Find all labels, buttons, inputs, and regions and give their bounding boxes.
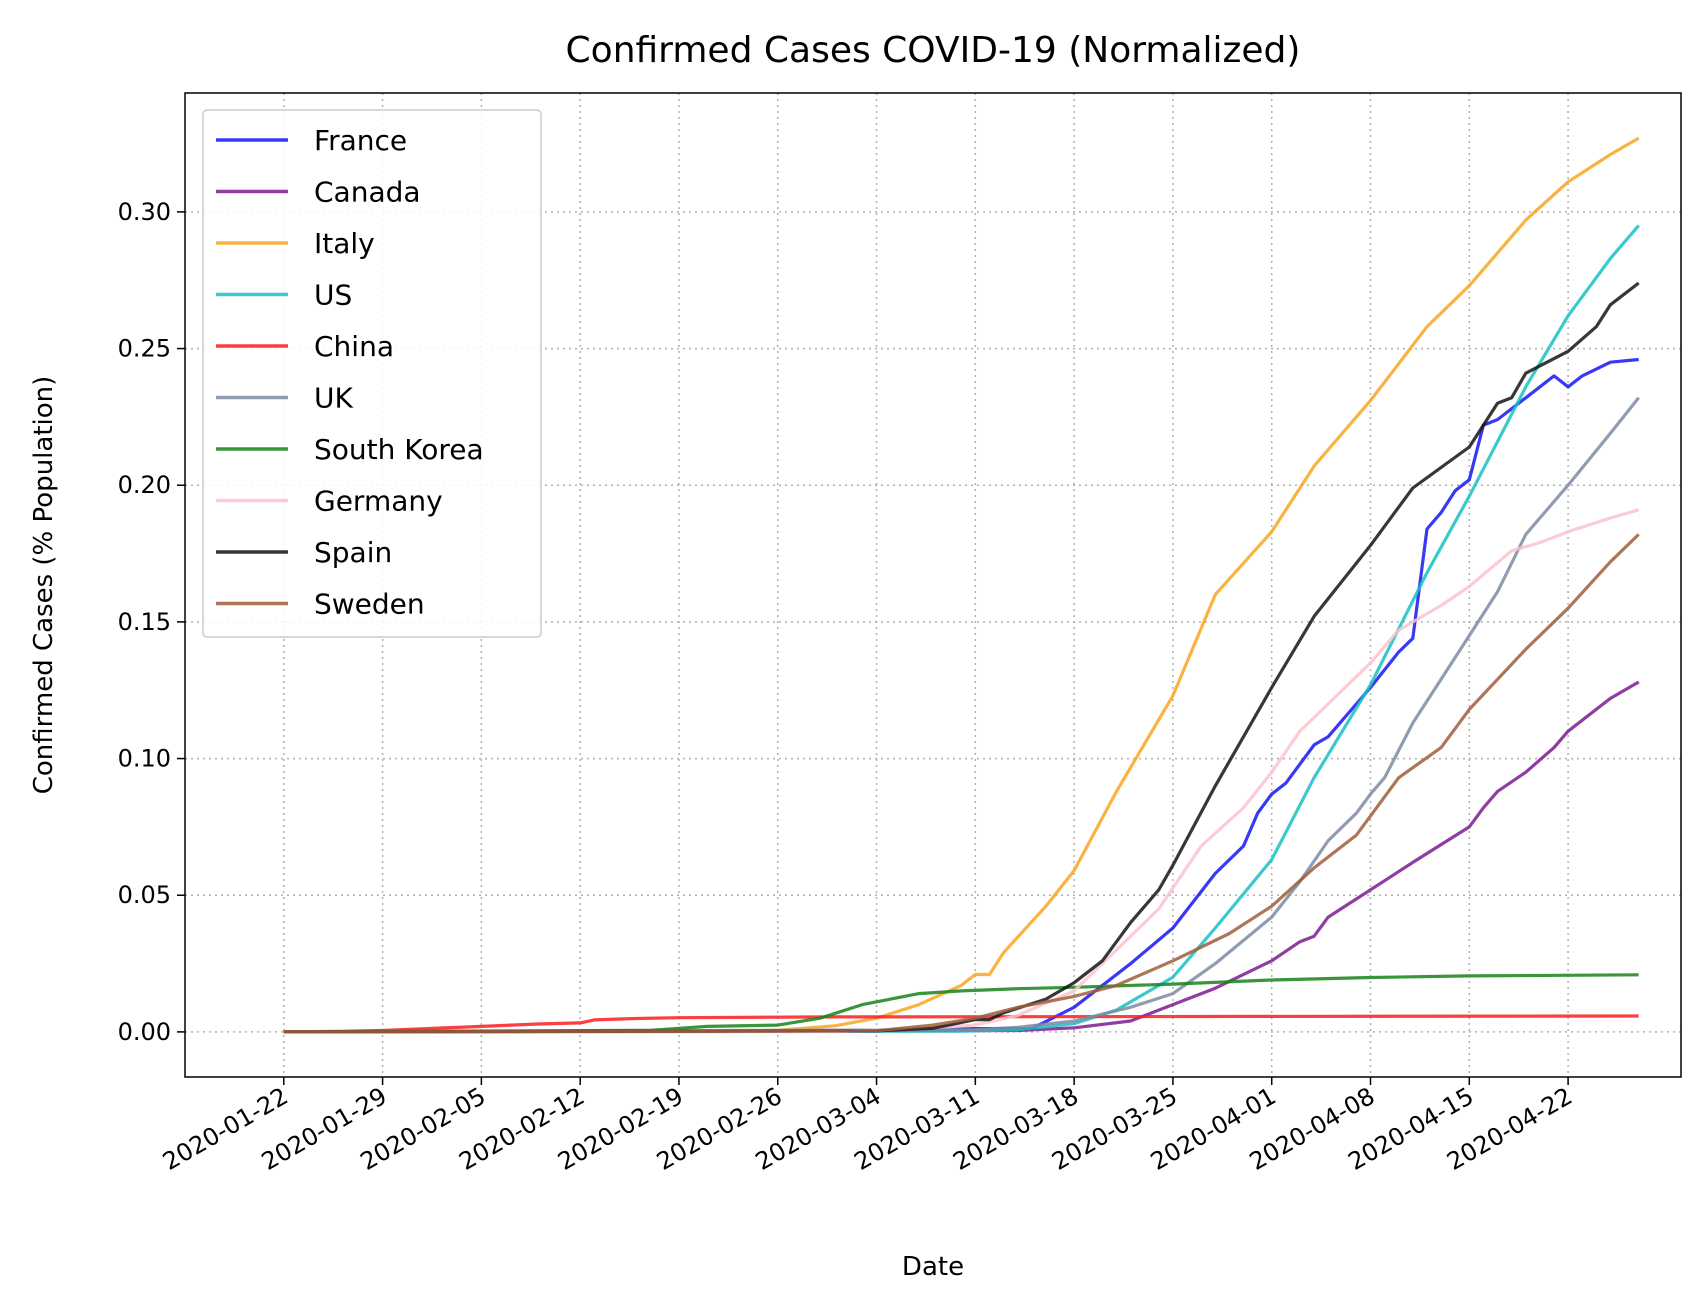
legend-label-china: China [314, 330, 394, 363]
legend-label-us: US [314, 279, 352, 312]
series-line-canada [283, 680, 1640, 1034]
legend-label-germany: Germany [314, 485, 443, 518]
y-tick-label: 0.00 [118, 1018, 171, 1046]
legend-label-uk: UK [314, 382, 353, 415]
y-tick-label: 0.15 [118, 608, 171, 636]
series-line-spain [283, 281, 1640, 1034]
chart-title: Confirmed Cases COVID-19 (Normalized) [566, 30, 1301, 71]
series-line-germany [283, 508, 1640, 1034]
y-tick-label: 0.05 [118, 881, 171, 909]
series-line-us [283, 224, 1640, 1034]
y-tick-label: 0.10 [118, 745, 171, 773]
legend-label-spain: Spain [314, 536, 392, 569]
series-line-sweden [283, 533, 1640, 1034]
x-axis-label: Date [902, 1252, 964, 1282]
y-axis: 0.00 0.05 0.10 0.15 0.20 0.25 0.30 [118, 198, 185, 1046]
series-line-italy [283, 136, 1640, 1034]
y-tick-label: 0.30 [118, 198, 171, 226]
legend-label-south-korea: South Korea [314, 433, 484, 466]
series-line-south-korea [283, 973, 1639, 1034]
y-tick-label: 0.20 [118, 471, 171, 499]
series-line-uk [283, 396, 1640, 1034]
y-tick-label: 0.25 [118, 335, 171, 363]
plot-frame [184, 92, 1682, 1078]
legend-label-sweden: Sweden [314, 588, 425, 621]
series-layer [283, 136, 1640, 1034]
legend: France Canada Italy US China UK South Korea Ger… [202, 109, 542, 638]
legend-label-france: France [314, 124, 407, 157]
legend-label-italy: Italy [314, 227, 375, 260]
y-axis-label: Confirmed Cases (% Population) [29, 376, 59, 795]
legend-label-canada: Canada [314, 176, 421, 209]
